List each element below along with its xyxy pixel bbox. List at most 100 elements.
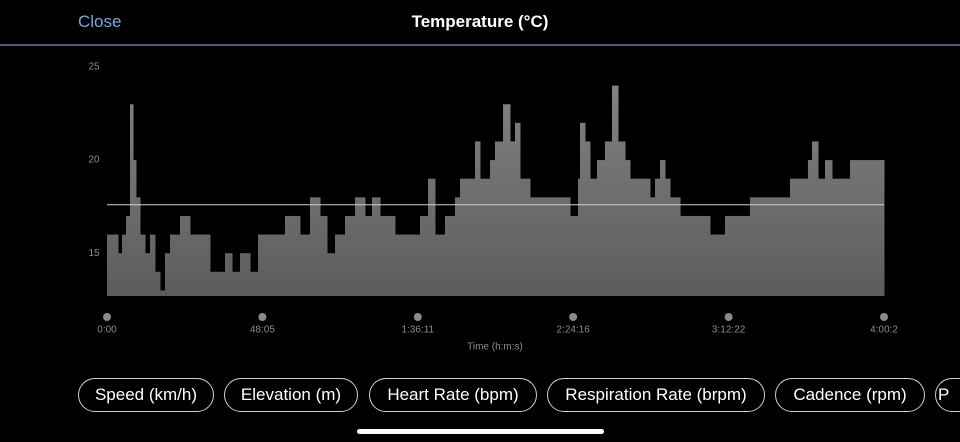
temperature-step [503,104,511,296]
temperature-step [170,234,181,296]
temperature-step [154,271,161,296]
temperature-step [811,141,819,296]
temperature-step [617,141,626,296]
temperature-step [709,234,726,296]
temperature-step [577,178,581,296]
temperature-step [510,141,516,296]
temperature-step [344,215,356,296]
header-divider [0,44,960,46]
temperature-step [427,178,436,296]
x-tick-label: 4:00:2 [870,325,898,336]
metric-button[interactable]: P [935,378,960,412]
temperature-step [249,271,259,296]
temperature-step [817,178,826,296]
temperature-step [122,234,127,296]
temperature-step [596,160,606,296]
temperature-step [660,160,666,296]
temperature-step [454,197,461,296]
temperature-step [129,104,134,296]
temperature-step [149,234,156,296]
temperature-step [320,215,328,296]
temperature-step [494,141,504,296]
metric-button[interactable]: Speed (km/h) [78,378,214,412]
temperature-step [570,215,579,296]
temperature-step [654,178,661,296]
temperature-step [670,197,681,296]
temperature-step [209,271,226,296]
temperature-step [299,234,311,296]
temperature-step [140,234,146,296]
temperature-step [489,160,496,296]
temperature-step [239,253,251,296]
temperature-step [394,234,406,296]
temperature-step [789,178,801,296]
temperature-step [831,178,851,296]
chart: Time (h:m:s) 15 20 25 0:00 48:05 1:36:11 2:24:… [88,62,898,353]
temperature-step [579,122,586,296]
temperature-step [559,197,571,296]
temperature-step [434,234,446,296]
y-tick-label: 25 [88,62,100,73]
temperature-step [807,160,813,296]
x-tick-dot [413,313,422,321]
home-indicator [357,429,604,434]
temperature-step [145,253,151,296]
title: Temperature (°C) [411,12,549,31]
temperature-step [665,178,671,296]
temperature-step [849,160,885,296]
metric-button[interactable]: Cadence (rpm) [775,378,925,412]
temperature-step [749,197,771,296]
temperature-step [364,215,373,296]
temperature-step [133,160,137,296]
temperature-step [309,197,321,296]
temperature-step [625,160,631,296]
temperature-step [327,253,336,296]
close-button[interactable]: Close [78,12,122,31]
temperature-step [611,85,619,296]
temperature-step [744,215,751,296]
temperature-step [189,234,211,296]
temperature-step [258,234,271,296]
temperature-step [165,253,171,296]
temperature-step [680,215,711,296]
temperature-step [459,178,471,296]
temperature-step [529,197,561,296]
temperature-step [589,178,598,296]
temperature-step [630,178,651,296]
metric-button[interactable]: Heart Rate (bpm) [369,378,537,412]
temperature-step [232,271,241,296]
temperature-step [469,178,476,296]
temperature-step [225,253,233,296]
temperature-step [269,234,286,296]
temperature-step [725,215,746,296]
x-tick-label: 1:36:11 [401,325,434,336]
temperature-step [284,215,301,296]
temperature-step [355,197,366,296]
x-axis-label: Time (h:m:s) [467,342,523,353]
temperature-step [604,141,613,296]
temperature-step [404,234,421,296]
temperature-step [117,253,123,296]
x-tick-dot [724,313,733,321]
temperature-step [107,234,119,296]
temperature-step [420,215,429,296]
temperature-step [371,197,381,296]
temperature-step [584,141,591,296]
temperature-step [649,197,656,296]
x-tick-dot [258,313,267,321]
x-tick-label: 48:05 [250,325,275,336]
metric-button[interactable]: Respiration Rate (brpm) [547,378,765,412]
temperature-step [380,215,396,296]
temperature-step [799,178,809,296]
temperature-step [135,197,141,296]
metric-button[interactable]: Elevation (m) [224,378,358,412]
temperature-step [519,178,526,296]
temperature-step [514,122,521,296]
temperature-step [479,178,491,296]
temperature-step [524,178,531,296]
y-tick-label: 15 [88,248,100,259]
temperature-step [126,215,131,296]
x-tick-dot [103,313,111,321]
temperature-step [769,197,791,296]
